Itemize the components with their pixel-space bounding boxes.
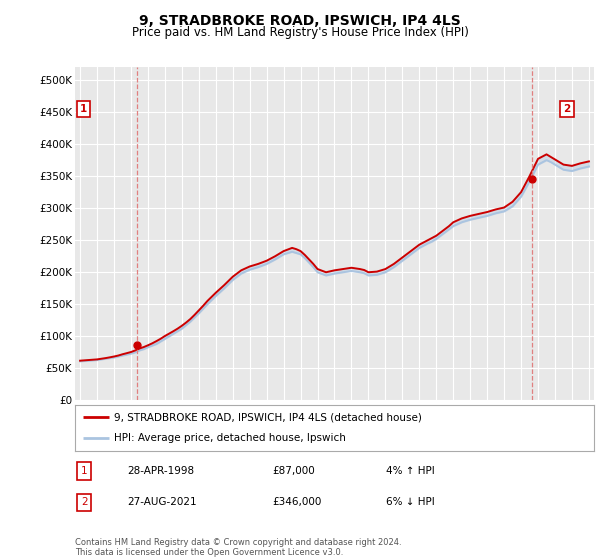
Text: 9, STRADBROKE ROAD, IPSWICH, IP4 4LS: 9, STRADBROKE ROAD, IPSWICH, IP4 4LS xyxy=(139,14,461,28)
Text: 9, STRADBROKE ROAD, IPSWICH, IP4 4LS (detached house): 9, STRADBROKE ROAD, IPSWICH, IP4 4LS (de… xyxy=(114,412,422,422)
Text: 6% ↓ HPI: 6% ↓ HPI xyxy=(386,497,435,507)
Text: 2: 2 xyxy=(81,497,88,507)
Text: HPI: Average price, detached house, Ipswich: HPI: Average price, detached house, Ipsw… xyxy=(114,433,346,444)
Text: 28-APR-1998: 28-APR-1998 xyxy=(127,466,194,476)
Text: £346,000: £346,000 xyxy=(272,497,322,507)
Text: 2: 2 xyxy=(563,104,571,114)
Text: 1: 1 xyxy=(80,104,88,114)
Text: 4% ↑ HPI: 4% ↑ HPI xyxy=(386,466,435,476)
Text: 1: 1 xyxy=(81,466,88,476)
Text: £87,000: £87,000 xyxy=(272,466,315,476)
Text: Contains HM Land Registry data © Crown copyright and database right 2024.
This d: Contains HM Land Registry data © Crown c… xyxy=(75,538,401,557)
Text: Price paid vs. HM Land Registry's House Price Index (HPI): Price paid vs. HM Land Registry's House … xyxy=(131,26,469,39)
Text: 27-AUG-2021: 27-AUG-2021 xyxy=(127,497,197,507)
